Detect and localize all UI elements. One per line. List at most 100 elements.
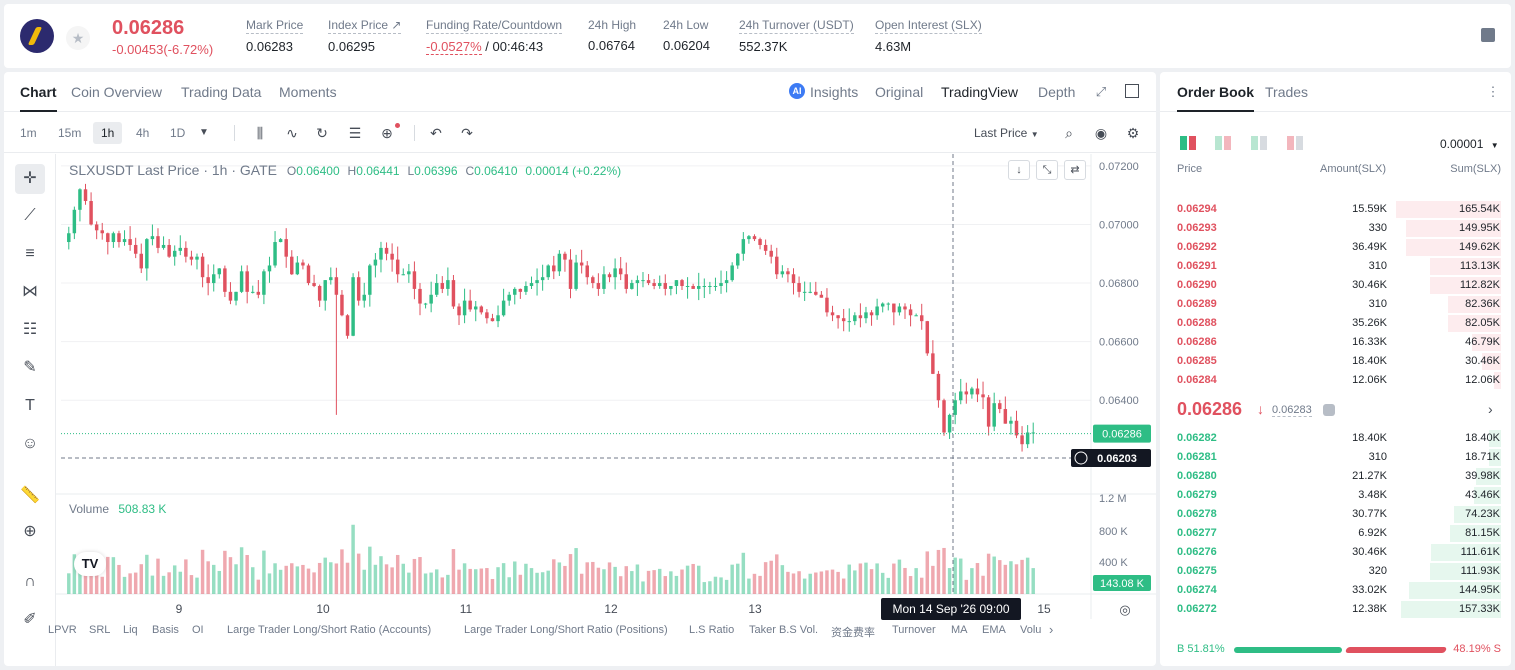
crosshair-tool-icon[interactable]: ✛ [15, 164, 45, 194]
ask-row[interactable]: 0.06291 310 113.13K [1160, 257, 1511, 276]
indicator-ma[interactable]: MA [951, 624, 968, 636]
stat-open-interest[interactable]: Open Interest (SLX) 4.63M [875, 18, 982, 54]
layout-both-icon[interactable] [1180, 136, 1196, 150]
candlestick-chart[interactable]: 0.07200 0.07000 0.06800 0.06600 0.06400 1.2 M… [56, 154, 1156, 619]
pencil-lock-tool-icon[interactable]: ✐ [23, 611, 37, 628]
stat-funding-rate[interactable]: Funding Rate/Countdown -0.0527% / 00:46:… [426, 18, 563, 55]
bid-row[interactable]: 0.06274 33.02K 144.95K [1160, 581, 1511, 600]
undo-icon[interactable]: ↶ [430, 125, 442, 141]
ask-row[interactable]: 0.06289 310 82.36K [1160, 295, 1511, 314]
indicator-ls-positions[interactable]: Large Trader Long/Short Ratio (Positions… [464, 624, 668, 636]
layout-sells-icon[interactable] [1215, 136, 1231, 150]
last-price-tag [1093, 424, 1151, 443]
scroll-down-icon[interactable]: ↓ [1008, 160, 1030, 180]
pattern-tool-icon[interactable]: ⋈ [22, 283, 38, 300]
expand-icon[interactable]: ⤢ [1095, 84, 1107, 99]
ask-row[interactable]: 0.06288 35.26K 82.05K [1160, 314, 1511, 333]
add-alert-icon[interactable]: ⊕ [381, 125, 393, 141]
chevron-right-icon[interactable]: › [1488, 401, 1493, 417]
timeframe-1h[interactable]: 1h [93, 122, 123, 144]
fib-tool-icon[interactable]: ☷ [22, 321, 38, 338]
zoom-tool-icon[interactable]: ⊕ [23, 523, 37, 540]
indicator-funding-rate[interactable]: 资金费率 [831, 627, 875, 639]
indicator-basis[interactable]: Basis [152, 624, 179, 636]
bid-row[interactable]: 0.06277 6.92K 81.15K [1160, 524, 1511, 543]
ask-row[interactable]: 0.06286 16.33K 46.79K [1160, 333, 1511, 352]
indicator-ls-ratio[interactable]: L.S Ratio [689, 624, 735, 636]
bid-row[interactable]: 0.06275 320 111.93K [1160, 562, 1511, 581]
precision-select[interactable]: 0.00001 ▼ [1440, 137, 1499, 151]
bid-row[interactable]: 0.06281 310 18.71K [1160, 448, 1511, 467]
tab-order-book[interactable]: Order Book [1177, 84, 1255, 112]
gear-icon[interactable]: ⚙ [1126, 125, 1140, 141]
view-insights[interactable]: Insights [810, 84, 859, 100]
camera-icon[interactable]: ◉ [1094, 125, 1108, 141]
indicator-lpvr[interactable]: LPVR [48, 624, 77, 636]
ask-row[interactable]: 0.06293 330 149.95K [1160, 219, 1511, 238]
book-icon[interactable] [1481, 28, 1495, 42]
candle-body [931, 353, 935, 374]
tab-moments[interactable]: Moments [279, 84, 337, 100]
bid-row[interactable]: 0.06276 30.46K 111.61K [1160, 543, 1511, 562]
chart-tabs: Chart Coin Overview Trading Data Moments… [4, 72, 1156, 112]
indicator-ema[interactable]: EMA [982, 624, 1006, 636]
bid-row[interactable]: 0.06279 3.48K 43.46K [1160, 486, 1511, 505]
trendline-tool-icon[interactable]: ⟋ [24, 207, 36, 224]
ruler-tool-icon[interactable]: 📏 [20, 487, 40, 504]
indicator-turnover[interactable]: Turnover [892, 624, 936, 636]
ask-row[interactable]: 0.06284 12.06K 12.06K [1160, 371, 1511, 390]
stat-mark-price[interactable]: Mark Price 0.06283 [246, 18, 304, 54]
bid-row[interactable]: 0.06272 12.38K 157.33K [1160, 600, 1511, 619]
layout-asks-icon[interactable] [1287, 136, 1303, 150]
stat-24h-turnover[interactable]: 24h Turnover (USDT) 552.37K [739, 18, 854, 54]
collapse-icon[interactable]: ⤡ [1036, 160, 1058, 180]
stat-value: 0.06283 [246, 39, 293, 54]
view-depth[interactable]: Depth [1038, 84, 1076, 100]
text-tool-icon[interactable]: T [25, 397, 35, 414]
refresh-icon[interactable]: ↻ [316, 125, 328, 141]
window-icon[interactable] [1125, 84, 1139, 98]
search-icon[interactable]: ⌕ [1065, 125, 1073, 141]
ask-row[interactable]: 0.06294 15.59K 165.54K [1160, 200, 1511, 219]
view-tradingview[interactable]: TradingView [941, 84, 1019, 100]
bid-row[interactable]: 0.06278 30.77K 74.23K [1160, 505, 1511, 524]
tab-coin-overview[interactable]: Coin Overview [71, 84, 163, 100]
tab-trades[interactable]: Trades [1265, 84, 1309, 100]
ask-row[interactable]: 0.06285 18.40K 30.46K [1160, 352, 1511, 371]
brush-tool-icon[interactable]: ✎ [23, 359, 37, 376]
view-original[interactable]: Original [875, 84, 924, 100]
indicator-volume[interactable]: Volu [1020, 624, 1042, 636]
indicator-ls-accounts[interactable]: Large Trader Long/Short Ratio (Accounts) [227, 624, 432, 636]
tab-trading-data[interactable]: Trading Data [181, 84, 262, 100]
chevron-right-icon[interactable]: › [1049, 622, 1054, 637]
tab-chart[interactable]: Chart [20, 84, 57, 112]
volume-bar [1031, 568, 1035, 594]
templates-icon[interactable]: ☰ [348, 125, 362, 141]
timeframe-4h[interactable]: 4h [136, 126, 150, 140]
bid-row[interactable]: 0.06280 21.27K 39.98K [1160, 467, 1511, 486]
ask-row[interactable]: 0.06292 36.49K 149.62K [1160, 238, 1511, 257]
timeframe-1m[interactable]: 1m [20, 126, 37, 140]
indicator-oi[interactable]: OI [192, 624, 204, 636]
indicator-taker-vol[interactable]: Taker B.S Vol. [749, 624, 819, 636]
stat-index-price[interactable]: Index Price ↗ 0.06295 [328, 18, 402, 54]
favorite-star-icon[interactable]: ★ [66, 26, 90, 50]
timeframe-15m[interactable]: 15m [58, 126, 82, 140]
ask-row[interactable]: 0.06290 30.46K 112.82K [1160, 276, 1511, 295]
indicator-srl[interactable]: SRL [89, 624, 111, 636]
redo-icon[interactable]: ↷ [461, 125, 473, 141]
mid-mark-price[interactable]: 0.06283 [1272, 404, 1312, 417]
candle-type-icon[interactable]: ⫼ [256, 125, 264, 141]
indicator-liq[interactable]: Liq [123, 624, 138, 636]
emoji-tool-icon[interactable]: ☺ [21, 435, 39, 452]
more-menu-icon[interactable]: ⋮ [1486, 84, 1500, 99]
magnet-tool-icon[interactable]: ∩ [24, 573, 36, 590]
swap-icon[interactable]: ⇄ [1064, 160, 1086, 180]
layout-buys-icon[interactable] [1251, 136, 1267, 150]
indicators-icon[interactable]: ∿ [286, 125, 298, 141]
timeframe-dropdown-icon[interactable]: ▼ [199, 127, 209, 138]
timeframe-1d[interactable]: 1D [170, 126, 186, 140]
horizontal-lines-tool-icon[interactable]: ≡ [25, 245, 35, 262]
bid-row[interactable]: 0.06282 18.40K 18.40K [1160, 429, 1511, 448]
price-type-select[interactable]: Last Price ▼ [974, 126, 1039, 140]
